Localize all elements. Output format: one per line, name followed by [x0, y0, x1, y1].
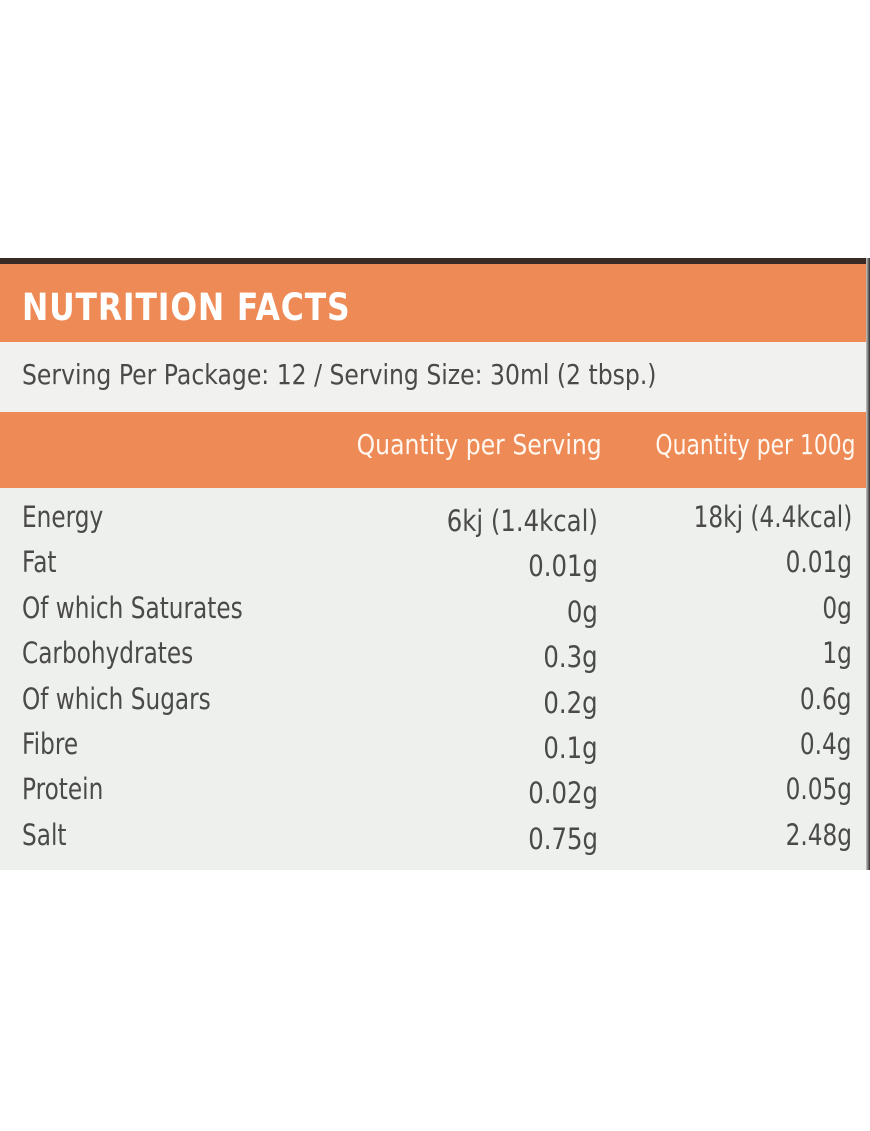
table-row: Fat 0.01g 0.01g — [0, 539, 870, 584]
per-100g-value: 0.4g — [800, 726, 852, 761]
per-100g-value: 2.48g — [785, 817, 852, 852]
nutrient-name: Of which Saturates — [22, 590, 243, 625]
table-row: Of which Sugars 0.2g 0.6g — [0, 676, 870, 721]
column-header-per-100g: Quantity per 100g — [655, 428, 856, 461]
serving-band — [0, 342, 870, 412]
per-serving-value: 0g — [567, 594, 598, 629]
per-serving-value: 0.3g — [543, 640, 598, 675]
label-title: NUTRITION FACTS — [22, 286, 351, 329]
per-100g-value: 0g — [822, 590, 852, 625]
per-serving-value: 0.2g — [543, 685, 598, 720]
nutrient-name: Salt — [22, 817, 67, 852]
nutrition-label: NUTRITION FACTS Serving Per Package: 12 … — [0, 258, 870, 870]
per-serving-value: 0.02g — [528, 776, 598, 811]
nutrient-name: Fibre — [22, 726, 79, 761]
per-100g-value: 0.05g — [785, 772, 852, 807]
per-100g-value: 0.6g — [800, 681, 852, 716]
per-serving-value: 0.1g — [543, 730, 598, 765]
nutrition-table: Energy 6kj (1.4kcal) 18kj (4.4kcal) Fat … — [0, 494, 870, 857]
table-row: Of which Saturates 0g 0g — [0, 585, 870, 630]
nutrient-name: Protein — [22, 772, 104, 807]
table-row: Energy 6kj (1.4kcal) 18kj (4.4kcal) — [0, 494, 870, 539]
column-header-per-serving: Quantity per Serving — [356, 428, 602, 461]
per-serving-value: 0.75g — [528, 821, 598, 856]
table-row: Salt 0.75g 2.48g — [0, 812, 870, 857]
table-row: Carbohydrates 0.3g 1g — [0, 630, 870, 675]
bottle-curve-shadow — [866, 258, 870, 870]
bottle-edge — [0, 258, 870, 264]
nutrient-name: Carbohydrates — [22, 636, 194, 671]
nutrient-name: Of which Sugars — [22, 681, 211, 716]
table-row: Fibre 0.1g 0.4g — [0, 721, 870, 766]
table-row: Protein 0.02g 0.05g — [0, 766, 870, 811]
per-serving-value: 6kj (1.4kcal) — [446, 504, 598, 538]
title-band: NUTRITION FACTS — [0, 264, 870, 342]
per-100g-value: 1g — [822, 636, 852, 671]
serving-info: Serving Per Package: 12 / Serving Size: … — [22, 358, 657, 391]
nutrient-name: Energy — [22, 500, 104, 534]
per-100g-value: 0.01g — [785, 545, 852, 580]
column-header-band — [0, 412, 870, 488]
per-100g-value: 18kj (4.4kcal) — [693, 500, 852, 534]
per-serving-value: 0.01g — [528, 549, 598, 584]
nutrient-name: Fat — [22, 545, 57, 580]
